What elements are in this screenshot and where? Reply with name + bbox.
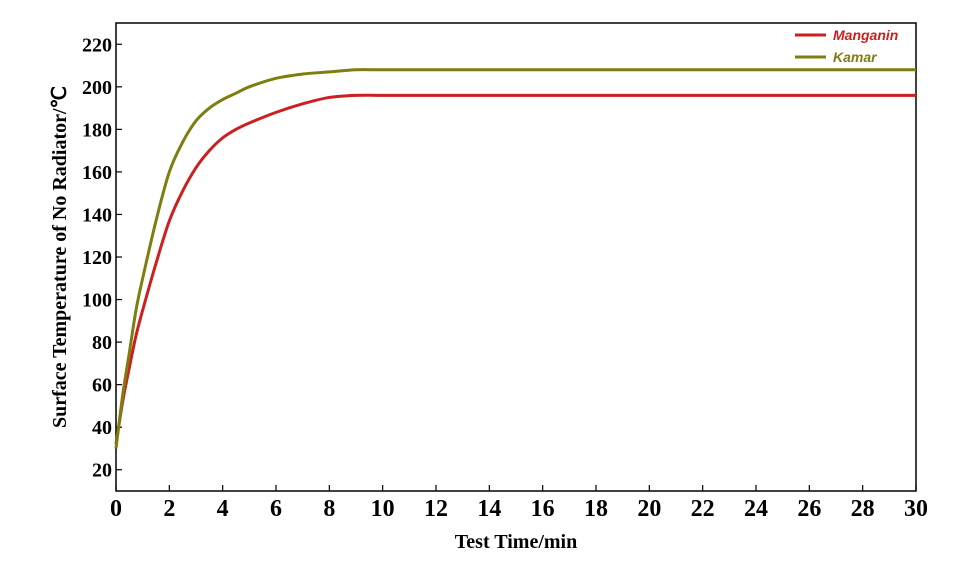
y-tick-label: 40: [92, 417, 112, 439]
y-tick-label: 60: [92, 375, 112, 397]
x-tick-label: 26: [797, 496, 821, 522]
x-tick-label: 24: [744, 496, 768, 522]
series-group: [114, 68, 916, 449]
y-tick-label: 20: [92, 460, 112, 482]
x-tick-label: 8: [323, 496, 335, 522]
legend: Manganin Kamar: [795, 27, 898, 65]
y-tick-label: 100: [82, 290, 112, 312]
y-axis-label: Surface Temperature of No Radiator/℃: [49, 86, 71, 428]
x-axis-ticks: 0 2 4 6 8 10 12 14 16 18 20 22 24 26 28 30: [110, 485, 928, 522]
x-tick-label: 30: [904, 496, 928, 522]
x-tick-label: 0: [110, 496, 122, 522]
x-tick-label: 20: [637, 496, 661, 522]
legend-label-kamar: Kamar: [833, 49, 878, 65]
x-tick-label: 10: [371, 496, 395, 522]
x-tick-label: 22: [691, 496, 715, 522]
x-tick-label: 14: [477, 496, 501, 522]
series-line-manganin: [114, 93, 916, 445]
x-tick-label: 16: [531, 496, 555, 522]
series-line-kamar: [114, 68, 916, 449]
y-tick-label: 220: [82, 34, 112, 56]
x-tick-label: 6: [270, 496, 282, 522]
x-axis-label: Test Time/min: [455, 531, 577, 553]
y-tick-label: 80: [92, 332, 112, 354]
x-tick-label: 2: [163, 496, 175, 522]
y-tick-label: 180: [82, 119, 112, 141]
x-tick-label: 12: [424, 496, 448, 522]
y-tick-label: 120: [82, 247, 112, 269]
x-tick-label: 28: [851, 496, 875, 522]
x-tick-label: 4: [217, 496, 229, 522]
y-axis-ticks: 20 40 60 80 100 120 140 160 180 200 220: [82, 34, 122, 482]
y-tick-label: 200: [82, 77, 112, 99]
y-tick-label: 160: [82, 162, 112, 184]
x-tick-label: 18: [584, 496, 608, 522]
y-tick-label: 140: [82, 204, 112, 226]
legend-label-manganin: Manganin: [833, 27, 898, 43]
